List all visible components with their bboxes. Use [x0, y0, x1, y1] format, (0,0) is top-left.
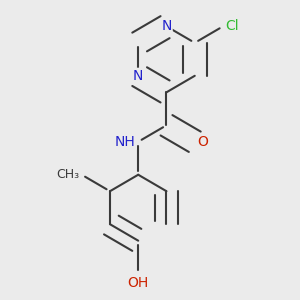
Text: CH₃: CH₃ [56, 168, 79, 181]
Text: NH: NH [115, 135, 136, 149]
Text: N: N [161, 19, 172, 33]
Text: OH: OH [128, 276, 149, 290]
Text: O: O [197, 135, 208, 149]
Text: N: N [133, 69, 143, 83]
Text: Cl: Cl [225, 19, 239, 33]
